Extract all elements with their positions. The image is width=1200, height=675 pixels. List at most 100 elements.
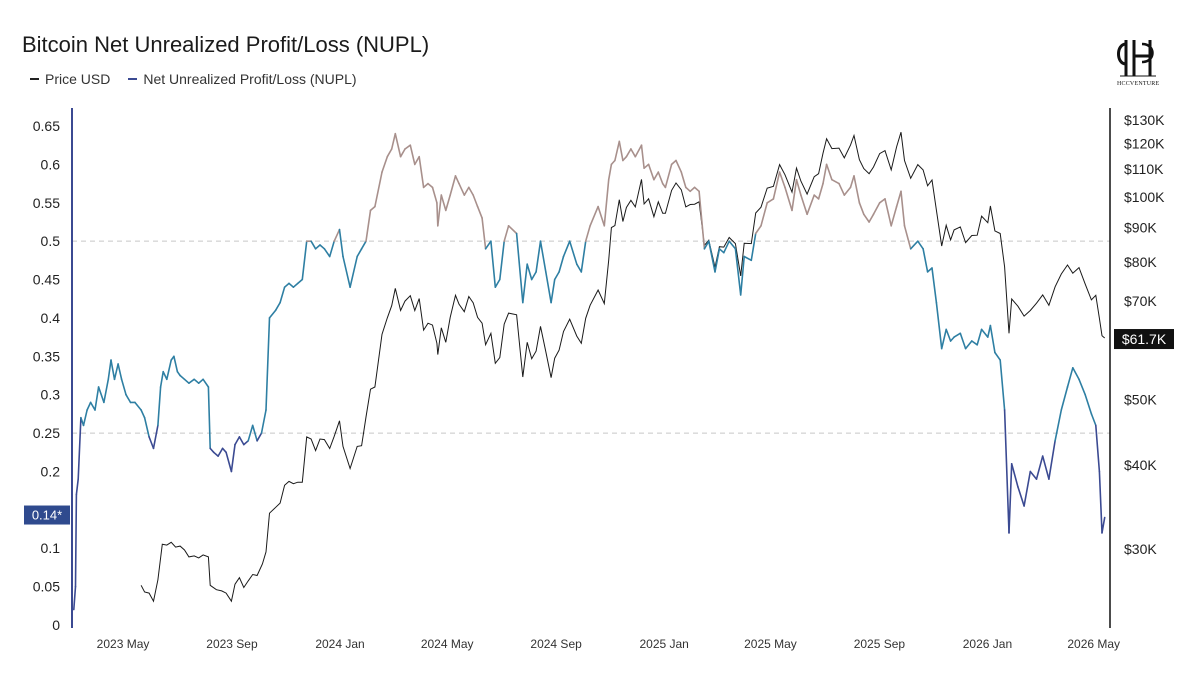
nupl-segment: [714, 248, 721, 273]
nupl-segment: [703, 240, 710, 250]
nupl-segment: [279, 286, 286, 304]
nupl-segment: [607, 163, 613, 181]
nupl-segment: [784, 186, 793, 212]
right-tick-label: $80K: [1124, 254, 1157, 270]
nupl-segment: [251, 424, 258, 442]
nupl-segment: [1003, 409, 1010, 534]
nupl-segment: [507, 225, 518, 235]
current-nupl-label: 0.14*: [32, 508, 62, 523]
nupl-segment: [476, 205, 483, 219]
nupl-segment: [1101, 516, 1106, 534]
nupl-segment: [994, 351, 1002, 361]
nupl-segment: [77, 416, 82, 480]
nupl-segment: [338, 228, 344, 258]
nupl-segment: [562, 240, 571, 258]
nupl-segment: [404, 144, 412, 150]
nupl-segment: [895, 190, 902, 208]
nupl-segment: [868, 213, 875, 223]
nupl-segment: [454, 175, 460, 185]
right-axis-ticks: $30K $40K $50K $70K $80K $90K $100K $110K $120K $…: [1124, 112, 1165, 557]
nupl-segment: [431, 186, 438, 204]
nupl-segment: [148, 436, 155, 450]
legend-swatch-nupl: [128, 78, 138, 80]
nupl-segment: [166, 359, 172, 381]
nupl-segment: [217, 447, 224, 457]
left-tick-label: 0.35: [33, 348, 60, 364]
nupl-segment: [157, 386, 162, 427]
nupl-segment: [670, 159, 677, 166]
nupl-segment: [558, 255, 565, 273]
nupl-segment: [1008, 462, 1013, 534]
nupl-segment: [795, 178, 802, 196]
nupl-segment: [374, 171, 383, 208]
right-tick-label: $40K: [1124, 457, 1157, 473]
nupl-segment: [849, 175, 855, 189]
nupl-segment: [390, 132, 397, 150]
nupl-segment: [152, 424, 159, 450]
nupl-segment: [970, 340, 979, 346]
left-tick-label: 0.05: [33, 579, 60, 595]
nupl-series: [73, 132, 1106, 611]
nupl-segment: [319, 244, 326, 250]
nupl-segment: [463, 186, 470, 196]
nupl-segment: [734, 248, 742, 296]
nupl-segment: [449, 175, 457, 196]
legend-entry-nupl[interactable]: Net Unrealized Profit/Loss (NUPL): [128, 71, 357, 87]
nupl-segment: [675, 159, 683, 173]
nupl-segment: [120, 378, 127, 396]
nupl-segment: [179, 374, 186, 381]
nupl-segment: [575, 263, 583, 273]
nupl-segment: [550, 278, 556, 304]
nupl-segment: [862, 213, 870, 223]
nupl-segment: [750, 232, 757, 262]
nupl-segment: [544, 271, 552, 304]
nupl-segment: [143, 416, 150, 438]
left-tick-label: 0.1: [41, 540, 61, 556]
nupl-segment: [664, 163, 673, 189]
right-tick-label: $130K: [1124, 112, 1165, 128]
nupl-segment: [386, 148, 393, 158]
nupl-segment: [728, 240, 737, 250]
nupl-segment: [243, 439, 249, 446]
nupl-segment: [760, 202, 769, 227]
nupl-segment: [1023, 470, 1032, 507]
axes: [71, 108, 1111, 628]
current-nupl-badge: [24, 505, 70, 525]
legend-entry-price[interactable]: Price USD: [30, 71, 110, 87]
nupl-segment: [260, 409, 267, 434]
nupl-segment: [183, 378, 190, 385]
nupl-segment: [117, 363, 123, 381]
nupl-segment: [526, 263, 533, 281]
nupl-segment: [381, 155, 389, 173]
legend-swatch-price: [30, 78, 39, 80]
nupl-segment: [530, 271, 537, 281]
nupl-segment: [610, 159, 616, 166]
nupl-segment: [831, 178, 840, 185]
nupl-segment: [225, 451, 233, 473]
right-tick-label: $70K: [1124, 293, 1157, 309]
nupl-segment: [342, 255, 351, 289]
nupl-segment: [754, 225, 762, 235]
nupl-segment: [193, 378, 200, 385]
nupl-segment: [772, 171, 781, 200]
nupl-segment: [247, 424, 254, 442]
price-series: [140, 132, 1106, 603]
nupl-segment: [922, 248, 929, 273]
nupl-segment: [173, 355, 179, 373]
nupl-segment: [494, 278, 501, 289]
nupl-segment: [822, 163, 828, 185]
nupl-segment: [949, 336, 955, 342]
nupl-segment: [980, 328, 989, 338]
nupl-segment: [481, 217, 487, 250]
nupl-segment: [999, 359, 1006, 411]
nupl-segment: [207, 386, 211, 450]
nupl-segment: [498, 240, 506, 281]
nupl-segment: [515, 232, 524, 304]
nupl-segment: [878, 198, 886, 204]
nupl-segment: [436, 194, 443, 227]
left-tick-label: 0.55: [33, 195, 60, 211]
nupl-segment: [202, 378, 210, 388]
nupl-segment: [953, 332, 962, 338]
nupl-segment: [580, 240, 587, 273]
